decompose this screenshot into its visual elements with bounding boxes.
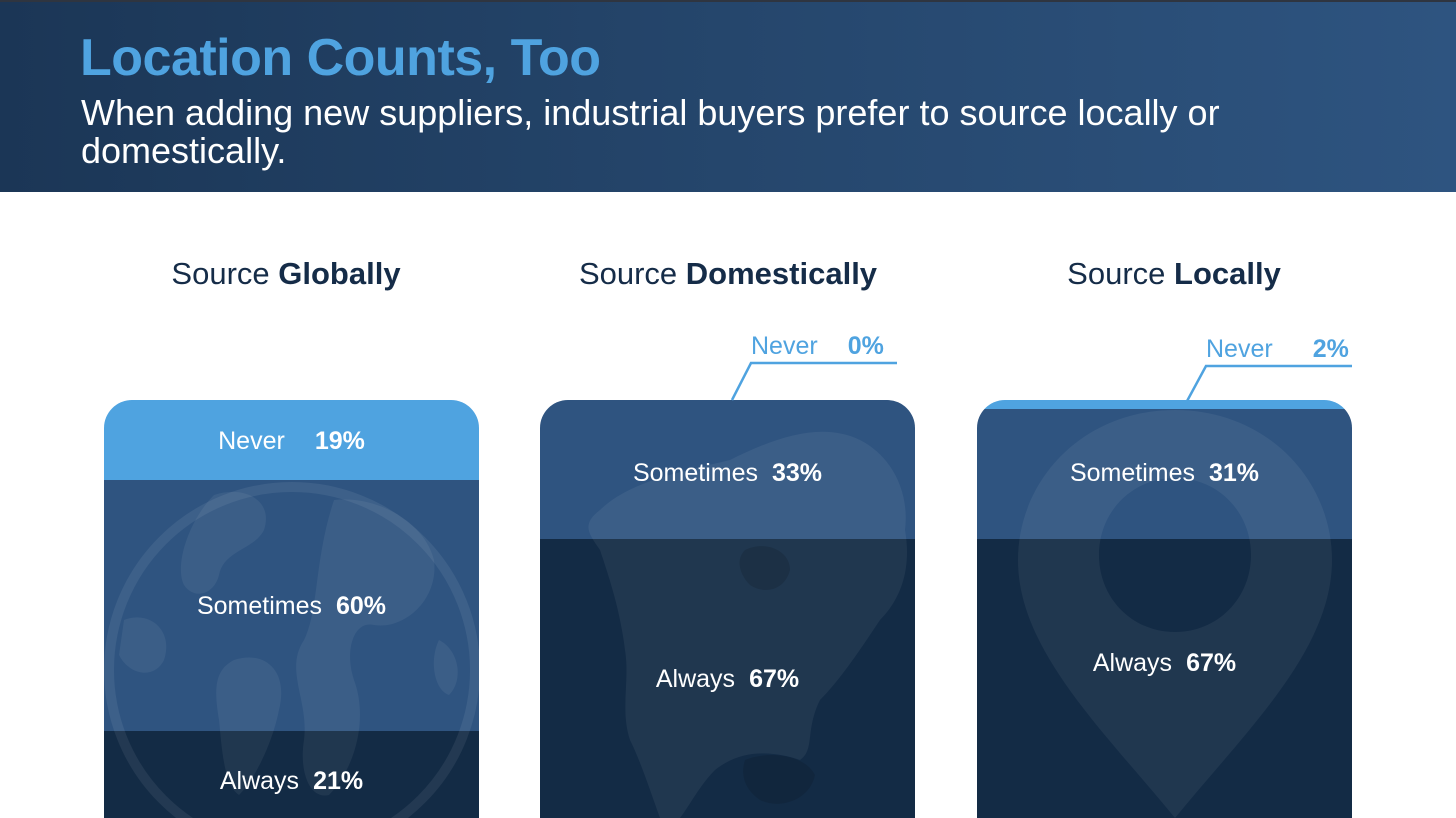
column-title-domestically: Source Domestically bbox=[518, 256, 938, 292]
callout-value: 2% bbox=[1312, 335, 1349, 363]
label-value: 19% bbox=[314, 427, 365, 455]
stacked-bar-locally: Sometimes 31% Always 67% bbox=[977, 400, 1352, 818]
callout-never-domestically: Never 0% bbox=[751, 332, 884, 361]
header-banner: Location Counts, Too When adding new sup… bbox=[0, 0, 1456, 192]
label-value: 60% bbox=[336, 592, 387, 620]
column-title-bold: Domestically bbox=[685, 256, 878, 291]
label-text: Always bbox=[655, 665, 736, 693]
column-title-prefix: Source bbox=[171, 256, 270, 291]
callout-leader-line bbox=[1184, 364, 1352, 404]
column-title-locally: Source Locally bbox=[964, 256, 1384, 292]
segment-label-always: Always 67% bbox=[540, 665, 915, 694]
label-text: Never bbox=[218, 427, 285, 455]
label-value: 67% bbox=[1186, 649, 1237, 677]
callout-leader-line bbox=[730, 361, 897, 401]
column-title-prefix: Source bbox=[578, 256, 678, 291]
callout-label: Never bbox=[751, 332, 818, 360]
segment-label-sometimes: Sometimes 31% bbox=[977, 459, 1352, 488]
label-text: Always bbox=[1092, 649, 1173, 677]
segment-sometimes bbox=[977, 409, 1352, 539]
segment-label-never: Never 19% bbox=[104, 427, 479, 456]
column-title-prefix: Source bbox=[1067, 256, 1166, 291]
segment-always bbox=[977, 539, 1352, 818]
callout-never-locally: Never 2% bbox=[1206, 335, 1349, 364]
stacked-bar-globally: Never 19% Sometimes 60% Always 21% bbox=[104, 400, 479, 818]
segment-sometimes bbox=[104, 480, 479, 731]
callout-value: 0% bbox=[847, 332, 884, 360]
column-title-bold: Globally bbox=[278, 256, 401, 291]
segment-always bbox=[104, 731, 479, 818]
callout-label: Never bbox=[1206, 335, 1273, 363]
label-text: Sometimes bbox=[1069, 459, 1195, 487]
label-value: 67% bbox=[749, 665, 800, 693]
column-title-bold: Locally bbox=[1174, 256, 1281, 291]
page-title: Location Counts, Too bbox=[80, 29, 601, 87]
page-subtitle: When adding new suppliers, industrial bu… bbox=[81, 92, 1220, 171]
label-value: 21% bbox=[313, 767, 364, 795]
segment-label-always: Always 21% bbox=[104, 767, 479, 796]
label-text: Sometimes bbox=[196, 592, 322, 620]
segment-never bbox=[977, 400, 1352, 409]
label-value: 33% bbox=[772, 459, 823, 487]
label-text: Sometimes bbox=[632, 459, 758, 487]
segment-sometimes bbox=[540, 400, 915, 539]
segment-label-sometimes: Sometimes 33% bbox=[540, 459, 915, 488]
segment-label-always: Always 67% bbox=[977, 649, 1352, 678]
stacked-bar-domestically: Sometimes 33% Always 67% bbox=[540, 400, 915, 818]
segment-always bbox=[540, 539, 915, 818]
segment-never bbox=[104, 400, 479, 480]
segment-label-sometimes: Sometimes 60% bbox=[104, 592, 479, 621]
column-title-globally: Source Globally bbox=[76, 256, 496, 292]
label-value: 31% bbox=[1209, 459, 1260, 487]
label-text: Always bbox=[219, 767, 300, 795]
